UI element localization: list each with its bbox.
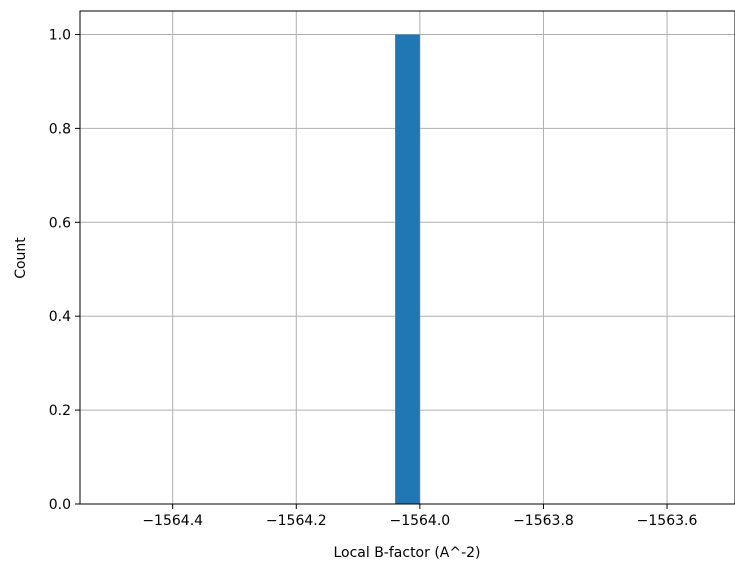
bars xyxy=(395,34,420,504)
x-axis-ticks: −1564.4 −1564.2 −1564.0 −1563.8 −1563.6 xyxy=(142,504,697,529)
plot-frame xyxy=(79,10,735,505)
y-axis-ticks: 0.0 0.2 0.4 0.6 0.8 1.0 xyxy=(49,27,80,513)
y-tick-label: 0.6 xyxy=(49,215,71,231)
y-tick-label: 0.0 xyxy=(49,497,71,513)
x-axis-label: Local B-factor (A^-2) xyxy=(333,545,480,561)
x-tick-label: −1564.2 xyxy=(266,513,327,529)
x-tick-label: −1563.6 xyxy=(637,513,698,529)
y-tick-label: 0.4 xyxy=(49,309,71,325)
x-tick-label: −1564.0 xyxy=(389,513,450,529)
y-axis-label: Count xyxy=(13,237,29,279)
y-tick-label: 1.0 xyxy=(49,27,71,43)
histogram-bar xyxy=(395,34,420,504)
y-tick-label: 0.8 xyxy=(49,121,71,137)
y-tick-label: 0.2 xyxy=(49,403,71,419)
x-tick-label: −1563.8 xyxy=(513,513,574,529)
x-tick-label: −1564.4 xyxy=(142,513,203,529)
